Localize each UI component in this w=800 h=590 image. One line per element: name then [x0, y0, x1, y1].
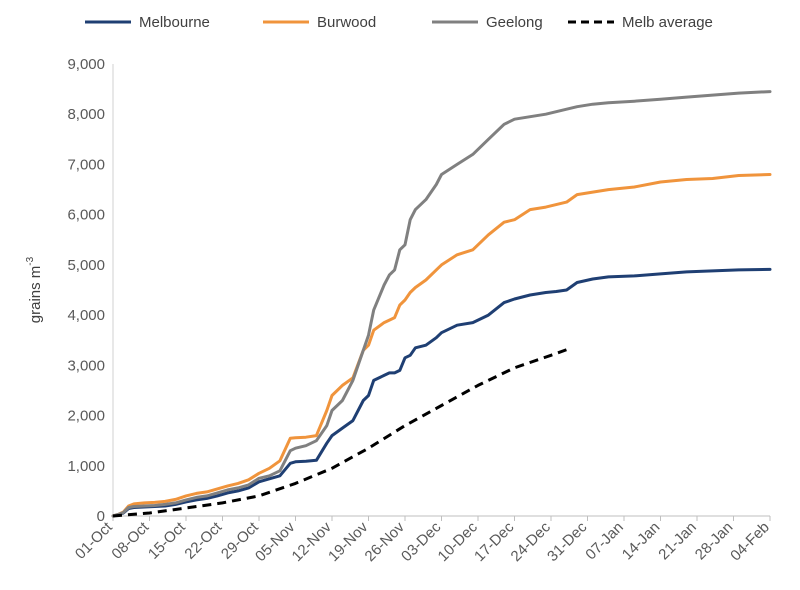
x-tick-label: 14-Jan: [619, 519, 663, 563]
x-tick-label: 12-Nov: [289, 518, 336, 565]
series-line-geelong: [111, 90, 772, 518]
y-tick-label: 1,000: [67, 458, 105, 475]
x-tick-label: 04-Feb: [727, 519, 773, 565]
y-tick-label: 5,000: [67, 257, 105, 274]
x-axis: 01-Oct08-Oct15-Oct22-Oct29-Oct05-Nov12-N…: [72, 516, 773, 565]
x-tick-label: 10-Dec: [435, 518, 482, 565]
legend-label: Burwood: [317, 14, 376, 31]
legend-label: Geelong: [486, 14, 543, 31]
y-axis: 0 1,000 2,000 3,000 4,000 5,000 6,000 7,000 8,00…: [67, 56, 105, 525]
legend-label: Melb average: [622, 14, 713, 31]
x-tick-label: 19-Nov: [325, 518, 372, 565]
x-tick-label: 15-Oct: [145, 518, 189, 562]
y-tick-label: 7,000: [67, 156, 105, 173]
y-tick-label: 3,000: [67, 357, 105, 374]
plot-area: [111, 90, 772, 518]
x-tick-label: 22-Oct: [181, 518, 225, 562]
y-tick-label: 4,000: [67, 307, 105, 324]
x-tick-label: 31-Dec: [544, 518, 591, 565]
y-tick-label: 0: [97, 508, 105, 525]
series-line-burwood: [111, 173, 772, 518]
y-tick-label: 6,000: [67, 207, 105, 224]
y-axis-label: grains m-3: [25, 256, 44, 323]
x-tick-label: 21-Jan: [655, 519, 699, 563]
y-axis-label-superscript: -3: [25, 256, 36, 265]
x-tick-label: 01-Oct: [72, 518, 116, 562]
series-line-melb-average: [112, 346, 573, 518]
x-tick-label: 24-Dec: [508, 518, 555, 565]
x-tick-label: 03-Dec: [398, 518, 445, 565]
legend: Melbourne Burwood Geelong Melb average: [85, 14, 713, 31]
series-line-melbourne: [111, 267, 772, 518]
y-tick-label: 2,000: [67, 408, 105, 425]
x-tick-label: 17-Dec: [471, 518, 518, 565]
legend-label: Melbourne: [139, 14, 210, 31]
x-tick-label: 28-Jan: [692, 519, 736, 563]
x-tick-label: 08-Oct: [108, 518, 152, 562]
y-tick-label: 8,000: [67, 106, 105, 123]
x-tick-label: 26-Nov: [362, 518, 409, 565]
y-tick-label: 9,000: [67, 56, 105, 73]
y-axis-label-text: grains m: [27, 266, 44, 324]
x-tick-label: 07-Jan: [582, 519, 626, 563]
x-tick-label: 05-Nov: [252, 518, 299, 565]
